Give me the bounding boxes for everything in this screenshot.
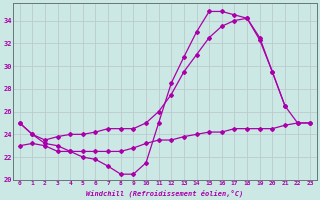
- X-axis label: Windchill (Refroidissement éolien,°C): Windchill (Refroidissement éolien,°C): [86, 189, 244, 197]
